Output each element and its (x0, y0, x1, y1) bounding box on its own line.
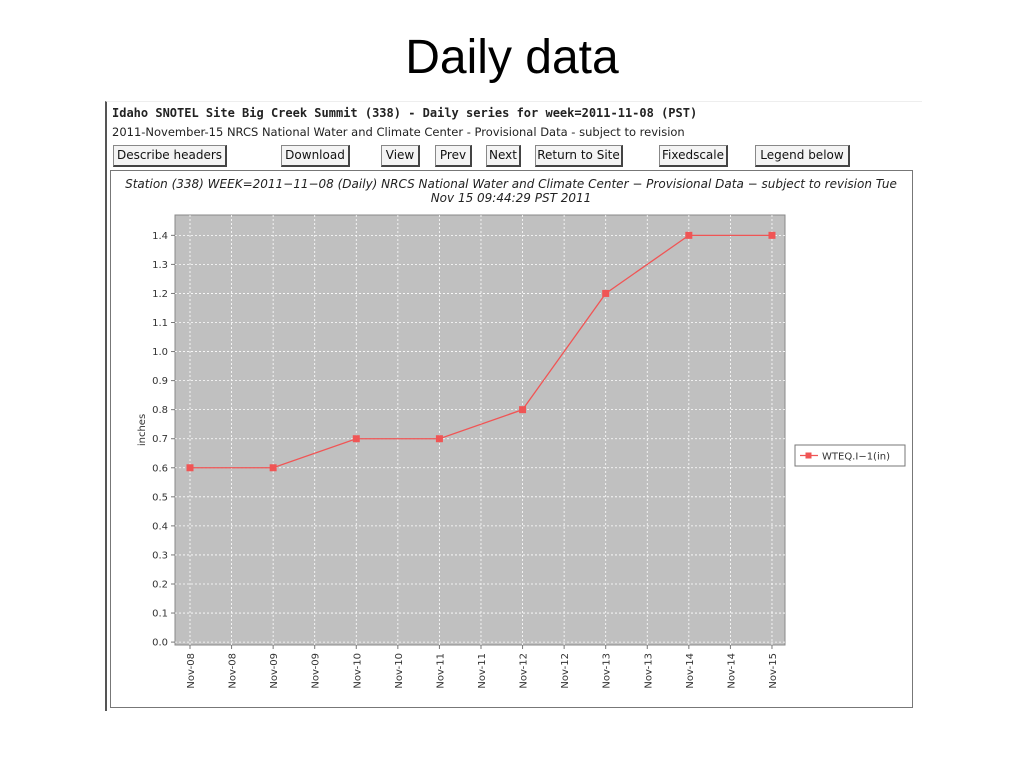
x-tick-label: Nov-11 (435, 653, 446, 689)
data-point (685, 231, 693, 239)
y-tick-label: 1.4 (152, 231, 168, 242)
x-tick-label: Nov-08 (186, 653, 197, 689)
chart-panel (110, 170, 913, 708)
chart-title: Station (338) WEEK=2011−11−08 (Daily) NR… (125, 177, 897, 205)
series-line (190, 234, 772, 469)
x-tick-label: Nov-14 (685, 653, 696, 689)
y-tick-label: 1.0 (152, 347, 168, 358)
x-tick-label: Nov-09 (269, 653, 280, 689)
header-subtitle: 2011-November-15 NRCS National Water and… (112, 125, 685, 139)
x-tick-label: Nov-13 (602, 653, 613, 689)
data-point (352, 435, 360, 443)
y-tick-label: 0.8 (152, 405, 168, 416)
x-tick-label: Nov-09 (311, 653, 322, 689)
y-tick-label: 0.9 (152, 376, 168, 387)
button[interactable]: Next (486, 145, 521, 167)
y-tick-label: 1.3 (152, 260, 168, 271)
data-point (269, 464, 277, 472)
data-point (435, 435, 443, 443)
data-point (186, 464, 194, 472)
legend-label: WTEQ.I−1(in) (822, 452, 890, 463)
x-tick-label: Nov-13 (643, 653, 654, 689)
y-tick-label: 1.1 (152, 318, 168, 329)
button[interactable]: Fixedscale (659, 145, 728, 167)
button[interactable]: Prev (435, 145, 472, 167)
y-tick-label: 0.3 (152, 550, 168, 561)
y-tick-label: 0.7 (152, 434, 168, 445)
data-point (602, 289, 610, 297)
y-tick-label: 1.2 (152, 289, 168, 300)
data-point (519, 406, 527, 414)
legend-box (794, 444, 906, 467)
y-tick-label: 0.6 (152, 463, 168, 474)
y-axis-label: inches (137, 414, 148, 446)
plot-area (174, 214, 786, 646)
y-tick-label: 0.0 (152, 638, 168, 649)
button[interactable]: Describe headers (113, 145, 227, 167)
x-tick-label: Nov-12 (519, 653, 530, 689)
data-point (768, 231, 776, 239)
button[interactable]: Return to Site (535, 145, 623, 167)
screenshot-frame (105, 101, 922, 711)
legend-swatch (805, 452, 812, 459)
header-title: Idaho SNOTEL Site Big Creek Summit (338)… (112, 106, 698, 120)
button[interactable]: Legend below (755, 145, 850, 167)
button[interactable]: View (381, 145, 420, 167)
x-tick-label: Nov-14 (726, 653, 737, 689)
y-tick-label: 0.4 (152, 521, 168, 532)
x-tick-label: Nov-11 (477, 653, 488, 689)
button[interactable]: Download (281, 145, 350, 167)
y-tick-label: 0.2 (152, 579, 168, 590)
x-tick-label: Nov-12 (560, 653, 571, 689)
y-tick-label: 0.5 (152, 492, 168, 503)
slide-title: Daily data (405, 31, 619, 84)
x-tick-label: Nov-15 (768, 653, 779, 689)
x-tick-label: Nov-08 (228, 653, 239, 689)
x-tick-label: Nov-10 (394, 653, 405, 689)
x-tick-label: Nov-10 (352, 653, 363, 689)
y-tick-label: 0.1 (152, 609, 168, 620)
